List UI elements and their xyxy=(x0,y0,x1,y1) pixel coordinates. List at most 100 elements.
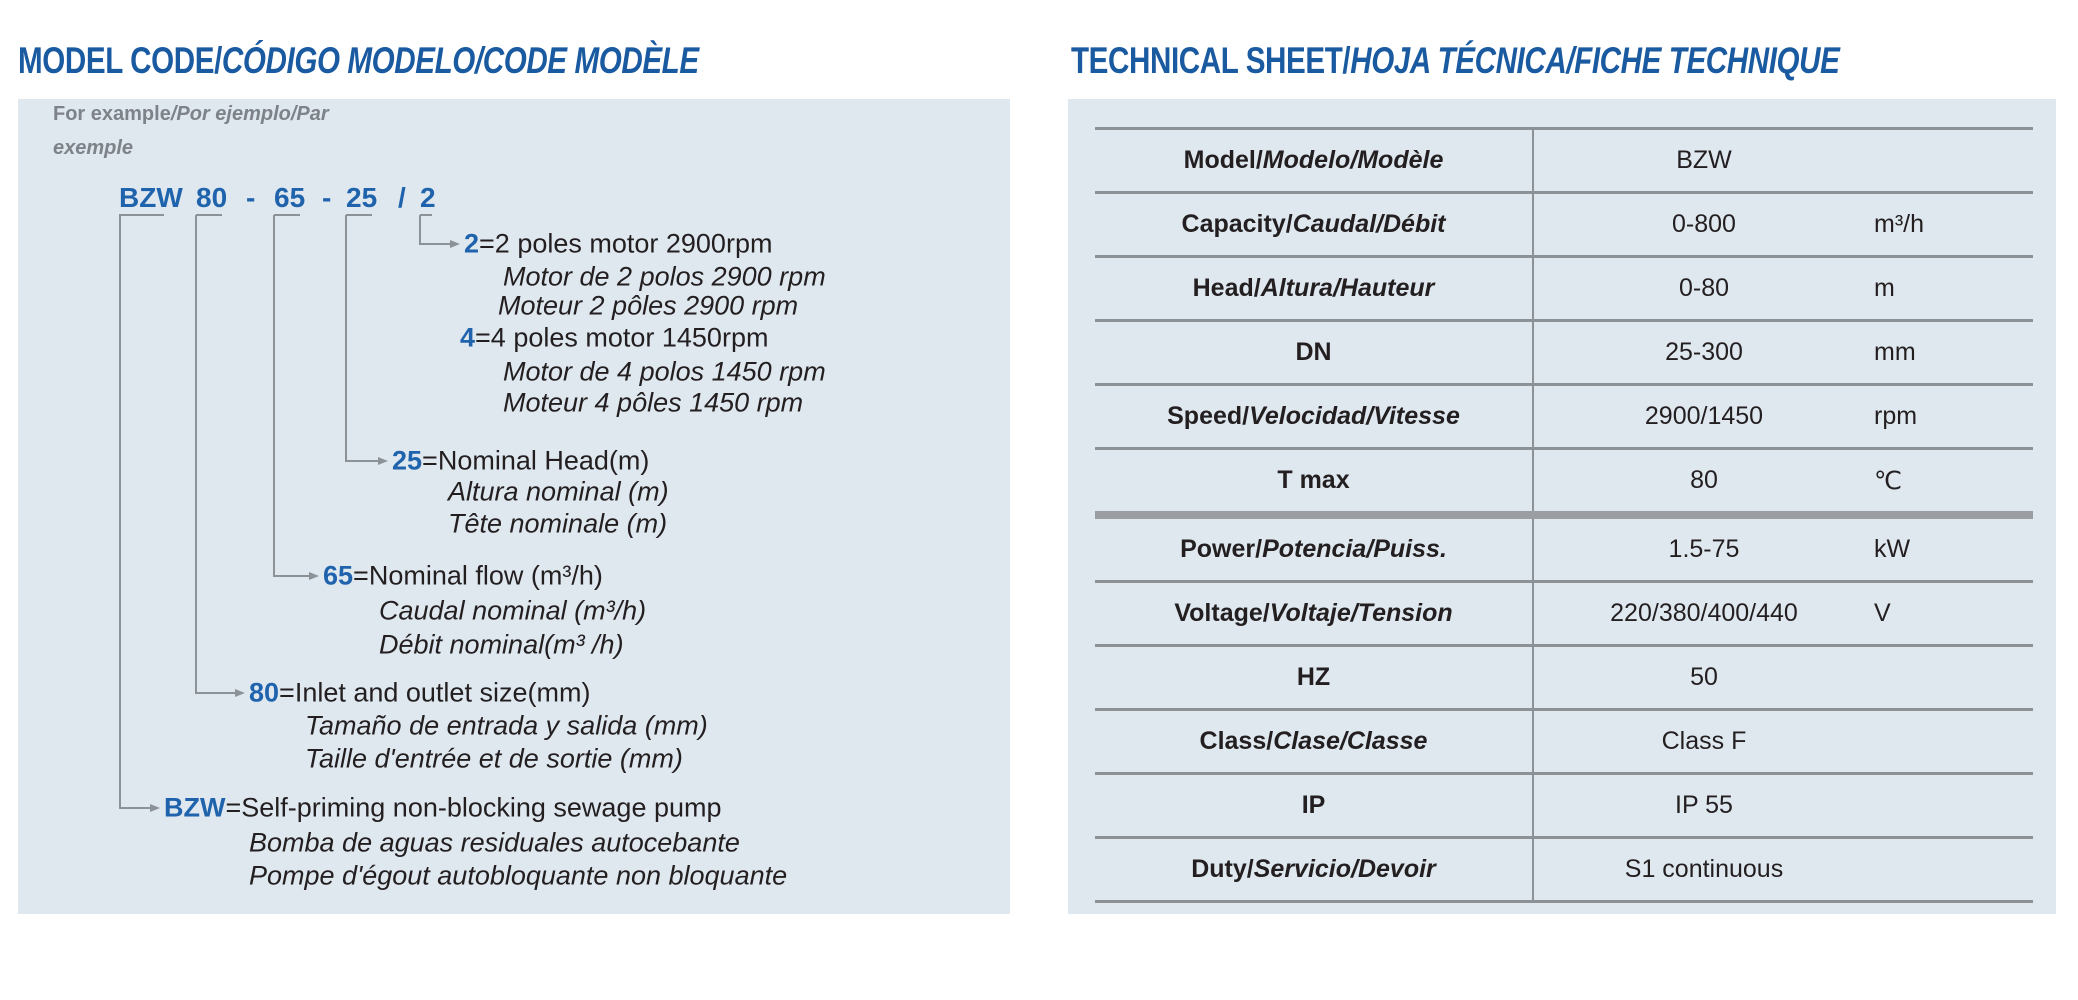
spec-label-en: DN xyxy=(1295,338,1332,366)
entry-2-fr: Moteur 2 pôles 2900 rpm xyxy=(498,290,799,321)
technical-sheet-table: Model/Modelo/Modèle BZW Capacity/Caudal/Dé… xyxy=(1095,127,2033,903)
entry-text: =Self-priming non-blocking sewage pump xyxy=(225,792,722,823)
spec-label-en: IP xyxy=(1301,791,1326,819)
entry-text: =2 poles motor 2900rpm xyxy=(479,228,773,259)
spec-label: Capacity/Caudal/Débit xyxy=(1095,191,1534,257)
spec-value: 0-80 xyxy=(1533,255,1874,321)
entry-text: =Inlet and outlet size(mm) xyxy=(279,677,591,708)
spec-label: T max xyxy=(1095,447,1534,519)
spec-unit: mm xyxy=(1874,319,2033,385)
entry-2: 2=2 poles motor 2900rpm xyxy=(464,228,773,259)
entry-80: 80=Inlet and outlet size(mm) xyxy=(249,677,591,708)
spec-row: HZ 50 xyxy=(1095,644,2033,710)
spec-value: 0-800 xyxy=(1533,191,1874,257)
technical-sheet-title: TECHNICAL SHEET/HOJA TÉCNICA/FICHE TECHN… xyxy=(1071,40,1840,82)
spec-row: Capacity/Caudal/Débit 0-800 m³/h xyxy=(1095,191,2033,257)
spec-unit xyxy=(1874,708,2033,774)
spec-value: 1.5-75 xyxy=(1533,513,1874,582)
spec-label: HZ xyxy=(1095,644,1534,710)
spec-unit: ℃ xyxy=(1874,447,2033,519)
entry-bzw-fr: Pompe d'égout autobloquante non bloquant… xyxy=(249,860,788,891)
spec-row: T max 80 ℃ xyxy=(1095,447,2033,519)
title-en: TECHNICAL SHEET/ xyxy=(1071,40,1351,81)
code-dash: - xyxy=(246,182,256,213)
spec-label-en: T max xyxy=(1277,466,1350,494)
code-dash: - xyxy=(322,182,332,213)
entry-25-fr: Tête nominale (m) xyxy=(448,508,668,539)
spec-label-es-fr: Servicio/Devoir xyxy=(1253,855,1436,883)
spec-value: Class F xyxy=(1533,708,1874,774)
spec-row: Power/Potencia/Puiss. 1.5-75 kW xyxy=(1095,513,2033,582)
entry-code: 65 xyxy=(323,560,354,591)
code-2: 2 xyxy=(420,182,436,213)
spec-label-en: HZ xyxy=(1296,663,1331,691)
spec-row: Duty/Servicio/Devoir S1 continuous xyxy=(1095,836,2033,903)
entry-4-fr: Moteur 4 pôles 1450 rpm xyxy=(503,387,804,418)
spec-value: IP 55 xyxy=(1533,772,1874,838)
spec-label-en: Head/ xyxy=(1192,274,1261,302)
spec-label-es-fr: Velocidad/Vitesse xyxy=(1249,402,1460,430)
title-es-fr: HOJA TÉCNICA/FICHE TECHNIQUE xyxy=(1350,40,1840,81)
spec-unit: V xyxy=(1874,580,2033,646)
spec-value: 220/380/400/440 xyxy=(1533,580,1874,646)
spec-row: Model/Modelo/Modèle BZW xyxy=(1095,127,2033,193)
spec-row: DN 25-300 mm xyxy=(1095,319,2033,385)
example-label: For example/Por ejemplo/Par xyxy=(53,104,329,124)
entry-text: =Nominal Head(m) xyxy=(422,445,650,476)
entry-25-es: Altura nominal (m) xyxy=(448,476,669,507)
code-connector-lines xyxy=(119,214,460,812)
entry-4-es: Motor de 4 polos 1450 rpm xyxy=(503,356,826,387)
code-bzw: BZW xyxy=(119,182,183,213)
spec-label-es-fr: Potencia/Puiss. xyxy=(1262,535,1447,563)
spec-unit: m³/h xyxy=(1874,191,2033,257)
spec-label-en: Class/ xyxy=(1199,727,1274,755)
spec-label: Model/Modelo/Modèle xyxy=(1095,127,1534,193)
spec-value: 25-300 xyxy=(1533,319,1874,385)
entry-text: =4 poles motor 1450rpm xyxy=(475,322,769,353)
entry-text: =Nominal flow (m³/h) xyxy=(353,560,603,591)
spec-label: Duty/Servicio/Devoir xyxy=(1095,836,1534,903)
spec-unit xyxy=(1874,127,2033,193)
entry-65-fr: Débit nominal(m³ /h) xyxy=(379,629,624,660)
entry-code: 4 xyxy=(460,322,476,353)
spec-unit xyxy=(1874,772,2033,838)
entry-code: 80 xyxy=(249,677,280,708)
spec-label: Class/Clase/Classe xyxy=(1095,708,1534,774)
spec-value: BZW xyxy=(1533,127,1874,193)
spec-label: Power/Potencia/Puiss. xyxy=(1095,513,1534,582)
entry-65-es: Caudal nominal (m³/h) xyxy=(379,595,647,626)
title-en: MODEL CODE/ xyxy=(18,40,222,81)
spec-label-es-fr: Clase/Classe xyxy=(1273,727,1428,755)
title-es-fr: CÓDIGO MODELO/CODE MODÈLE xyxy=(221,40,699,81)
spec-label: Voltage/Voltaje/Tension xyxy=(1095,580,1534,646)
spec-label-en: Capacity/ xyxy=(1181,210,1293,238)
entry-bzw: BZW=Self-priming non-blocking sewage pum… xyxy=(164,792,722,823)
spec-row: Speed/Velocidad/Vitesse 2900/1450 rpm xyxy=(1095,383,2033,449)
example-label-line2: exemple xyxy=(53,137,134,159)
entry-4: 4=4 poles motor 1450rpm xyxy=(460,322,769,353)
spec-label-es-fr: Voltaje/Tension xyxy=(1269,599,1453,627)
spec-unit xyxy=(1874,644,2033,710)
spec-label: IP xyxy=(1095,772,1534,838)
entry-code: 2 xyxy=(464,228,480,259)
spec-label-en: Power/ xyxy=(1180,535,1263,563)
spec-row: Voltage/Voltaje/Tension 220/380/400/440 V xyxy=(1095,580,2033,646)
example-en: For example xyxy=(53,103,171,125)
entry-80-es: Tamaño de entrada y salida (mm) xyxy=(305,710,708,741)
entry-code: 25 xyxy=(392,445,423,476)
spec-value: 50 xyxy=(1533,644,1874,710)
spec-row: Class/Clase/Classe Class F xyxy=(1095,708,2033,774)
entry-code: BZW xyxy=(164,792,226,823)
spec-unit: m xyxy=(1874,255,2033,321)
spec-label-es-fr: Caudal/Débit xyxy=(1292,210,1446,238)
spec-label-es-fr: Altura/Hauteur xyxy=(1260,274,1435,302)
spec-unit: kW xyxy=(1874,513,2033,582)
model-code-panel xyxy=(18,99,1010,914)
spec-label-en: Duty/ xyxy=(1191,855,1254,883)
spec-label-es-fr: Modelo/Modèle xyxy=(1262,146,1444,174)
spec-value: 2900/1450 xyxy=(1533,383,1874,449)
entry-25: 25=Nominal Head(m) xyxy=(392,445,650,476)
spec-value: 80 xyxy=(1533,447,1874,519)
spec-label: Head/Altura/Hauteur xyxy=(1095,255,1534,321)
spec-unit: rpm xyxy=(1874,383,2033,449)
